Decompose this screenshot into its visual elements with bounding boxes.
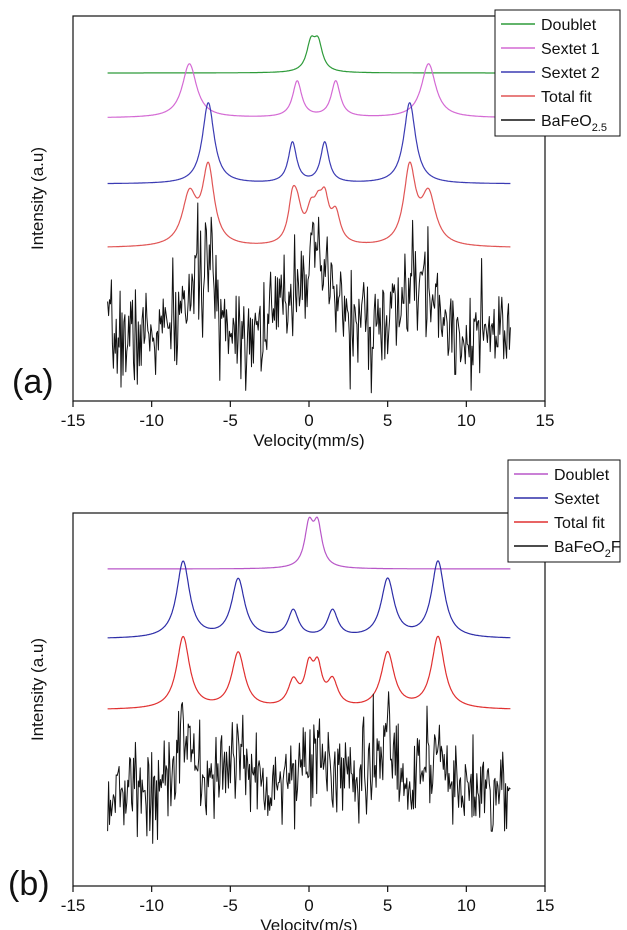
x-tick-label: 15 [536,896,555,915]
legend: Doublet Sextet Total fit BaFeO2F [507,459,621,563]
series-line-sextet [107,560,511,639]
legend-label: BaFeO2.5 [541,113,607,134]
legend-box [494,9,621,137]
x-tick-label: -10 [139,411,164,430]
x-tick-label: -5 [223,411,238,430]
panel-label: (a) [12,363,54,401]
series-line-doublet [107,35,511,74]
series-line-bafeo [107,202,511,394]
x-tick-label: 5 [383,896,392,915]
x-axis-label: Velocity(m/s) [260,916,357,930]
legend-label: Doublet [541,17,597,34]
series-line-doublet [107,516,511,570]
x-tick-label: 0 [304,411,313,430]
legend-label: Sextet 1 [541,41,600,58]
x-tick-label: -5 [223,896,238,915]
x-tick-label: -15 [61,896,86,915]
y-axis-label: Intensity (a.u) [28,638,47,741]
legend: Doublet Sextet 1 Sextet 2 Total fit BaFeO2.5 [494,9,621,137]
x-axis: -15 -10 -5 0 5 10 15 [61,401,555,430]
x-axis: -15 -10 -5 0 5 10 15 [61,886,555,915]
legend-label: BaFeO2F [554,539,621,560]
x-tick-label: 10 [457,411,476,430]
series-line-total-fit [107,161,511,248]
chart-panel-b: -15 -10 -5 0 5 10 15 Velocity(m/s) Intensity (a.… [8,459,621,930]
panel-label: (b) [8,865,50,903]
y-axis-label: Intensity (a.u) [28,147,47,250]
legend-label: Total fit [541,89,592,106]
series-line-bafeo [107,691,511,844]
legend-box [507,459,621,563]
x-tick-label: 15 [536,411,555,430]
x-tick-label: 0 [304,896,313,915]
x-axis-label: Velocity(mm/s) [253,431,364,450]
legend-label: Doublet [554,467,610,484]
chart-panel-a: -15 -10 -5 0 5 10 15 Velocity(mm/s) Intensity (a… [12,9,621,450]
x-tick-label: -15 [61,411,86,430]
series-line-sextet-2 [107,102,511,185]
series-line-sextet-1 [107,63,511,118]
x-tick-label: 10 [457,896,476,915]
legend-label: Sextet [554,491,600,508]
x-tick-label: 5 [383,411,392,430]
x-tick-label: -10 [139,896,164,915]
series-line-total-fit [107,635,511,710]
legend-label: Sextet 2 [541,65,600,82]
legend-label: Total fit [554,515,605,532]
